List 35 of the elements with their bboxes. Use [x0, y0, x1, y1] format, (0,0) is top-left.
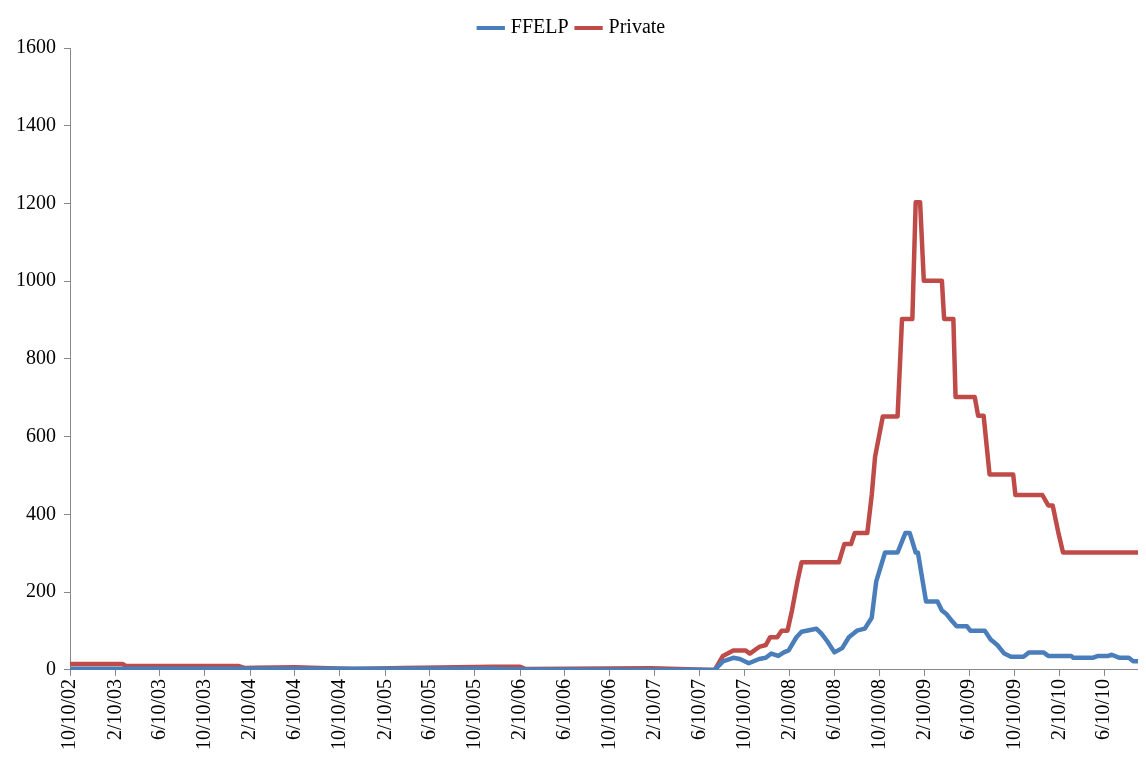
- x-tick-label: 10/10/06: [596, 678, 619, 751]
- y-tick-label: 1600: [16, 35, 56, 58]
- x-tick-label: 6/10/09: [956, 678, 979, 741]
- x-tick-label: 6/10/03: [146, 678, 169, 741]
- y-tick-label: 1200: [16, 190, 56, 213]
- x-tick-label: 10/10/07: [731, 678, 754, 751]
- y-tick-label: 600: [26, 423, 56, 446]
- y-tick-label: 800: [26, 346, 56, 369]
- x-tick-label: 6/10/10: [1091, 678, 1114, 741]
- x-tick-label: 2/10/04: [237, 678, 260, 741]
- x-tick-label: 6/10/06: [551, 678, 574, 741]
- y-tick-label: 400: [26, 501, 56, 524]
- x-tick-label: 10/10/08: [866, 678, 889, 751]
- x-tick-label: 10/10/04: [327, 678, 350, 751]
- x-tick-label: 10/10/09: [1001, 678, 1024, 751]
- x-tick-label: 6/10/05: [416, 678, 439, 741]
- x-tick-label: 2/10/06: [507, 678, 530, 741]
- legend-label: Private: [608, 15, 666, 38]
- x-tick-label: 2/10/09: [912, 678, 935, 741]
- y-tick-label: 1400: [16, 112, 56, 135]
- x-tick-label: 2/10/05: [372, 678, 395, 741]
- x-tick-label: 2/10/10: [1046, 678, 1069, 741]
- x-tick-label: 10/10/03: [192, 678, 215, 751]
- x-tick-label: 6/10/08: [821, 678, 844, 741]
- x-tick-label: 6/10/07: [686, 678, 709, 741]
- y-tick-label: 0: [46, 657, 56, 680]
- x-tick-label: 2/10/08: [777, 678, 800, 741]
- x-tick-label: 2/10/07: [642, 678, 665, 741]
- x-tick-label: 10/10/02: [57, 678, 80, 751]
- y-tick-label: 1000: [16, 268, 56, 291]
- legend-label: FFELP: [510, 15, 569, 38]
- x-tick-label: 2/10/03: [102, 678, 125, 741]
- x-tick-label: 10/10/05: [462, 678, 484, 751]
- y-tick-label: 200: [26, 579, 56, 602]
- x-tick-label: 6/10/04: [282, 678, 305, 741]
